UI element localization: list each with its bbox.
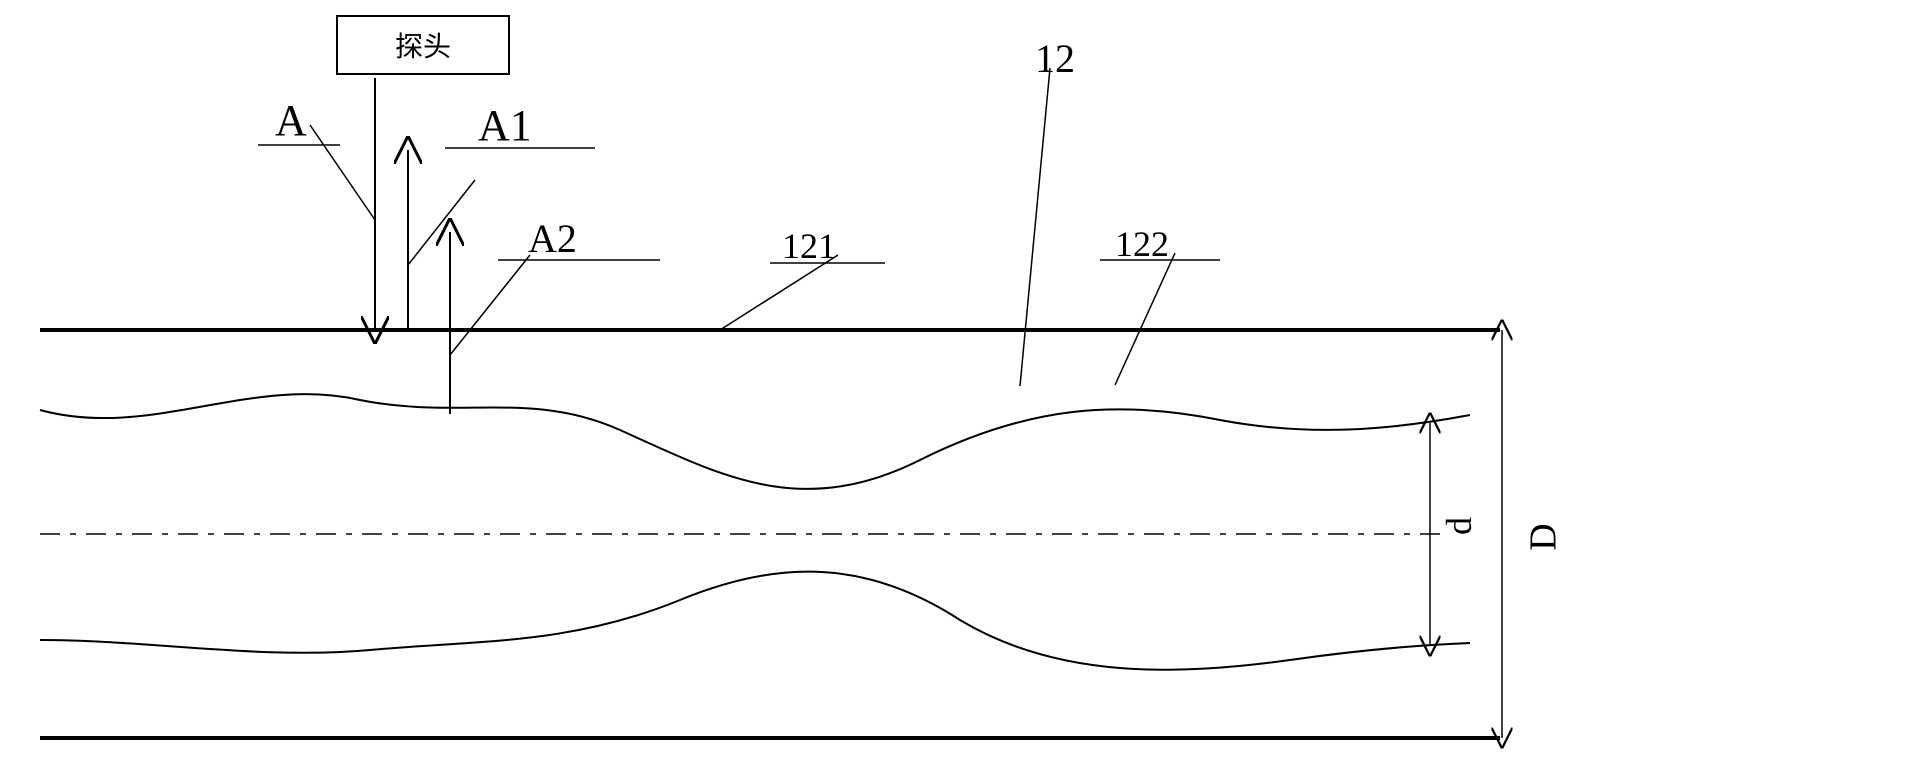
label-d: d (1438, 517, 1480, 535)
label-122: 122 (1115, 223, 1169, 265)
label-A2: A2 (528, 215, 577, 262)
leader-A2 (450, 255, 530, 355)
inner-wall-bottom (40, 572, 1470, 670)
label-121: 121 (782, 225, 836, 267)
label-D: D (1522, 523, 1566, 550)
leader-12 (1020, 68, 1050, 386)
label-A1: A1 (478, 100, 532, 151)
label-12: 12 (1035, 35, 1075, 82)
leader-122 (1115, 253, 1175, 385)
leader-A1 (408, 180, 475, 265)
probe-label: 探头 (395, 25, 451, 65)
inner-wall-top (40, 394, 1470, 489)
probe-box: 探头 (336, 15, 510, 75)
leader-A (310, 125, 375, 220)
label-A: A (275, 95, 307, 146)
